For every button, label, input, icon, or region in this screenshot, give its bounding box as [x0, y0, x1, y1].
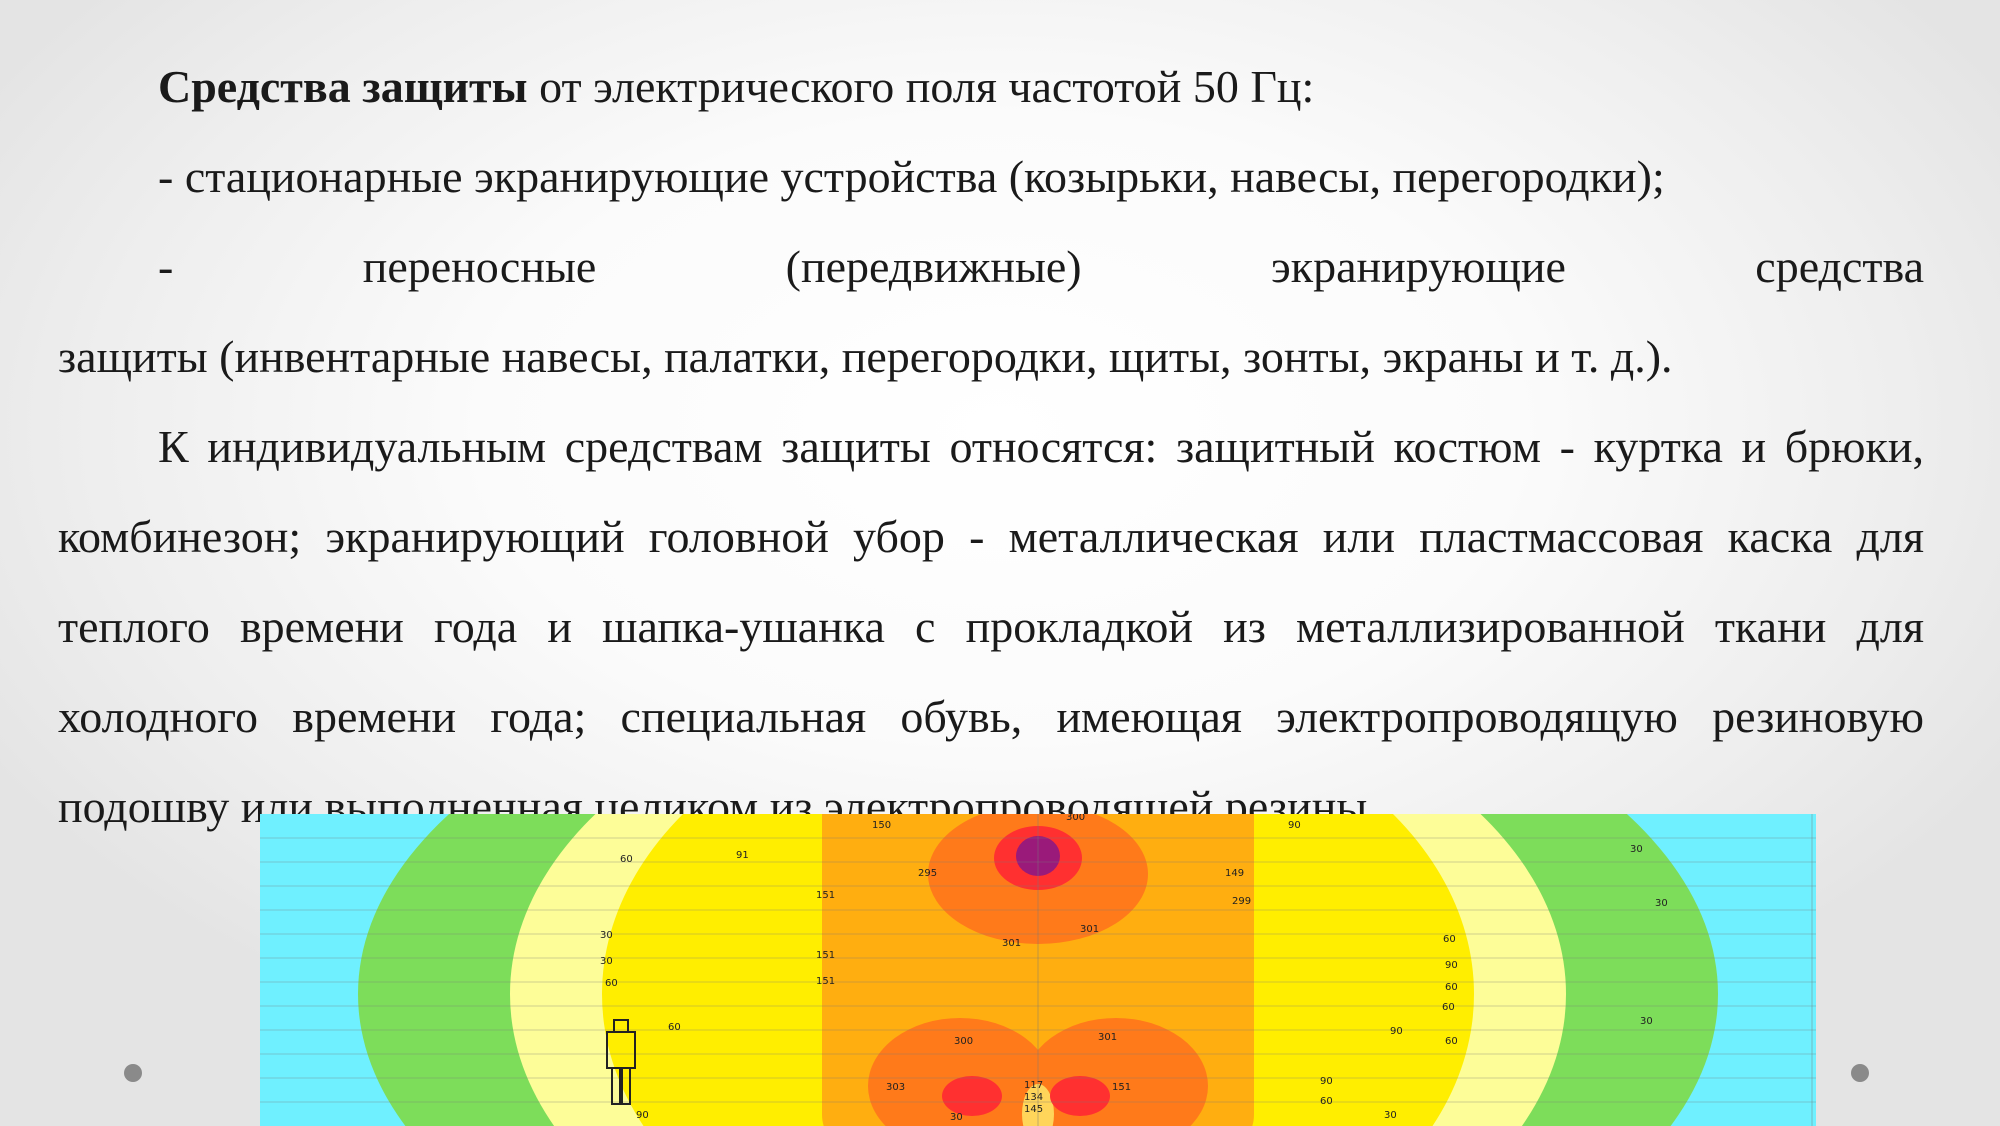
slide-text: Средства защиты от электрического поля ч…	[58, 42, 1924, 852]
paragraph-title: Средства защиты от электрического поля ч…	[58, 42, 1924, 132]
contour-label: 60	[1445, 1036, 1458, 1047]
next-slide-dot[interactable]	[1851, 1064, 1869, 1082]
contour-label: 295	[918, 868, 937, 879]
contour-label: 30	[600, 956, 613, 967]
contour-label: 300	[1066, 814, 1085, 823]
electric-field-contour-map: 150 91 90 300 30 60 295 149 151 299 301 301 60 30 30 90…	[260, 814, 1816, 1126]
zone-dark-orange-bl	[868, 1018, 1052, 1126]
heading-bold: Средства защиты	[158, 61, 528, 112]
contour-label: 30	[1655, 898, 1668, 909]
contour-label: 30	[1640, 1016, 1653, 1027]
contour-label: 30	[600, 930, 613, 941]
contour-label: 90	[1288, 820, 1301, 831]
contour-label: 91	[736, 850, 749, 861]
contour-label: 60	[1445, 982, 1458, 993]
contour-label: 151	[816, 976, 835, 987]
contour-label: 60	[668, 1022, 681, 1033]
human-figure-icon	[606, 1019, 636, 1105]
grid-lines	[260, 814, 1816, 1126]
contour-label: 299	[1232, 896, 1251, 907]
paragraph-portable-line1: - переносные (передвижные) экранирующие …	[158, 241, 1924, 292]
contour-label: 151	[816, 950, 835, 961]
contour-label: 301	[1098, 1032, 1117, 1043]
contour-label: 90	[1320, 1076, 1333, 1087]
contour-label: 90	[636, 1110, 649, 1121]
contour-label: 151	[816, 890, 835, 901]
contour-label: 60	[620, 854, 633, 865]
contour-label: 30	[1384, 1110, 1397, 1121]
contour-label: 134	[1024, 1092, 1043, 1103]
contour-label: 303	[886, 1082, 905, 1093]
contour-label: 151	[1112, 1082, 1131, 1093]
field-map-svg: 150 91 90 300 30 60 295 149 151 299 301 301 60 30 30 90…	[260, 814, 1816, 1126]
contour-label: 60	[1443, 934, 1456, 945]
contour-label: 149	[1225, 868, 1244, 879]
paragraph-portable-line2: защиты (инвентарные навесы, палатки, пер…	[58, 331, 1673, 382]
heading-rest: от электрического поля частотой 50 Гц:	[527, 61, 1315, 112]
prev-slide-dot[interactable]	[124, 1064, 142, 1082]
contour-label: 117	[1024, 1080, 1043, 1091]
paragraph-individual: К индивидуальным средствам защиты относя…	[58, 421, 1924, 832]
contour-label: 300	[954, 1036, 973, 1047]
zone-red-bl	[942, 1076, 1002, 1116]
contour-labels: 150 91 90 300 30 60 295 149 151 299 301 301 60 30 30 90…	[600, 814, 1668, 1123]
contour-label: 60	[605, 978, 618, 989]
paragraph-stationary: - стационарные экранирующие устройства (…	[158, 151, 1665, 202]
zone-magenta-top	[1016, 836, 1060, 876]
contour-label: 30	[950, 1112, 963, 1123]
contour-label: 30	[1630, 844, 1643, 855]
contour-label: 60	[1320, 1096, 1333, 1107]
contour-label: 145	[1024, 1104, 1043, 1115]
contour-label: 90	[1390, 1026, 1403, 1037]
contour-label: 301	[1002, 938, 1021, 949]
zone-red-br	[1050, 1076, 1110, 1116]
contour-label: 150	[872, 820, 891, 831]
contour-label: 60	[1442, 1002, 1455, 1013]
contour-label: 90	[1445, 960, 1458, 971]
contour-label: 301	[1080, 924, 1099, 935]
zone-center-gap	[1022, 1084, 1054, 1126]
